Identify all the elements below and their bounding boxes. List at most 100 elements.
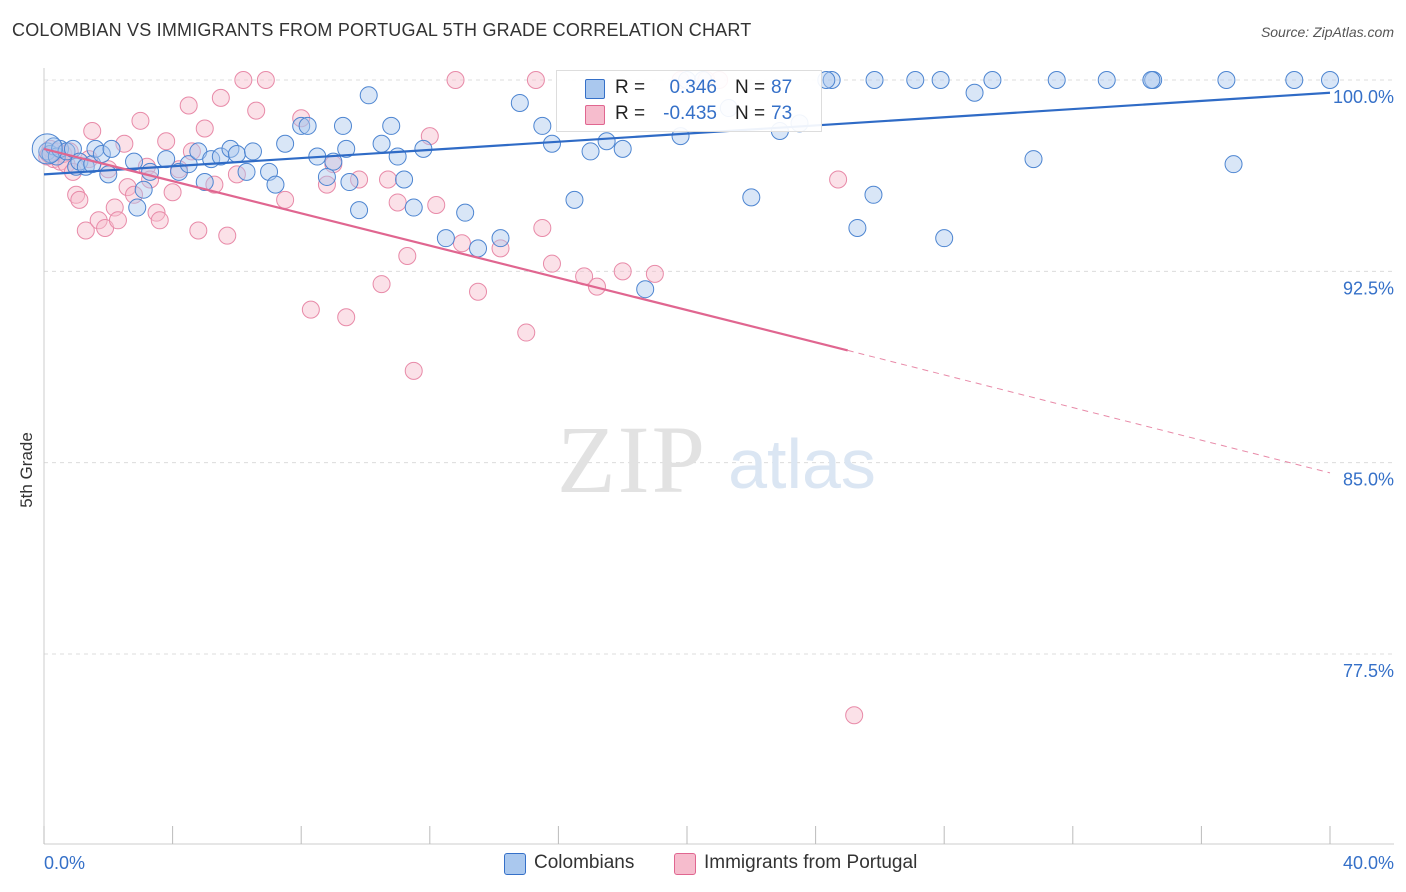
data-point-colombian xyxy=(906,71,925,89)
data-point-colombian xyxy=(931,71,950,89)
data-point-portugal xyxy=(189,221,208,240)
data-point-portugal xyxy=(195,119,214,138)
data-point-colombian xyxy=(211,147,230,166)
data-point-colombian xyxy=(102,139,121,158)
data-point-portugal xyxy=(157,132,176,151)
data-point-colombian xyxy=(1047,71,1066,89)
data-point-portugal xyxy=(247,101,266,120)
watermark: ZIP atlas xyxy=(557,406,876,513)
data-point-portugal xyxy=(542,254,561,273)
stats-legend: R = 0.346 N = 87 R = -0.435 N = 73 xyxy=(556,70,822,132)
data-point-portugal xyxy=(404,361,423,380)
data-point-portugal xyxy=(131,111,150,130)
data-point-portugal xyxy=(398,247,417,266)
y-tick-label: 77.5% xyxy=(1343,661,1394,681)
data-point-portugal xyxy=(256,71,275,89)
legend-swatch-portugal xyxy=(674,853,696,875)
data-point-colombian xyxy=(456,203,475,222)
data-point-colombian xyxy=(742,188,761,207)
data-point-colombian xyxy=(195,173,214,192)
data-point-colombian xyxy=(237,162,256,181)
data-point-colombian xyxy=(822,71,841,89)
data-point-portugal xyxy=(517,323,536,342)
data-point-portugal xyxy=(613,262,632,281)
data-point-colombian xyxy=(243,142,262,161)
data-point-colombian xyxy=(848,218,867,237)
data-point-portugal xyxy=(469,282,488,301)
legend-swatch-blue xyxy=(585,79,605,99)
data-point-colombian xyxy=(395,170,414,189)
data-point-colombian xyxy=(542,134,561,153)
data-point-colombian xyxy=(128,198,147,217)
data-point-portugal xyxy=(829,170,848,189)
data-point-colombian xyxy=(125,152,144,171)
data-point-portugal xyxy=(211,88,230,107)
data-point-portugal xyxy=(645,264,664,283)
data-point-portugal xyxy=(70,190,89,209)
y-tick-label: 92.5% xyxy=(1343,278,1394,298)
trend-line-colombians xyxy=(43,91,1331,176)
series-colombians xyxy=(31,71,1339,299)
data-point-colombian xyxy=(1217,71,1236,89)
data-point-portugal xyxy=(301,300,320,319)
data-point-portugal xyxy=(379,170,398,189)
legend-swatch-colombians xyxy=(504,853,526,875)
data-point-colombian xyxy=(581,142,600,161)
trend-lines xyxy=(43,91,1331,474)
source-label: Source: ZipAtlas.com xyxy=(1260,24,1394,40)
data-point-colombian xyxy=(227,144,246,163)
data-point-portugal xyxy=(67,185,86,204)
data-point-colombian xyxy=(1024,150,1043,169)
data-point-portugal xyxy=(218,226,237,245)
data-point-colombian xyxy=(1285,71,1304,89)
data-point-portugal xyxy=(276,190,295,209)
legend-label-colombians: Colombians xyxy=(534,852,635,873)
legend-swatch-pink xyxy=(585,105,605,125)
data-point-colombian xyxy=(99,165,118,184)
data-point-colombian xyxy=(510,93,529,112)
data-point-colombian xyxy=(317,167,336,186)
data-point-colombian xyxy=(333,116,352,135)
data-point-colombian xyxy=(298,116,317,135)
legend-r-label: R = xyxy=(615,103,646,124)
data-point-colombian xyxy=(276,134,295,153)
data-point-portugal xyxy=(317,175,336,194)
data-point-colombian xyxy=(382,116,401,135)
data-point-colombian xyxy=(533,116,552,135)
data-point-portugal xyxy=(337,308,356,327)
x-tick-label-min: 0.0% xyxy=(44,853,85,873)
data-point-colombian xyxy=(636,280,655,299)
data-point-colombian xyxy=(157,150,176,169)
data-point-portugal xyxy=(845,706,864,725)
data-point-colombian xyxy=(983,71,1002,89)
legend-n-label: N = xyxy=(735,77,766,98)
data-point-portugal xyxy=(83,122,102,141)
data-point-colombian xyxy=(597,132,616,151)
data-point-colombian xyxy=(1321,71,1339,89)
data-point-portugal xyxy=(533,218,552,237)
data-point-portugal xyxy=(446,71,465,89)
data-point-colombian xyxy=(1142,71,1161,89)
data-point-colombian xyxy=(436,229,455,248)
watermark-zip: ZIP xyxy=(557,406,707,513)
series-legend: Colombians Immigrants from Portugal xyxy=(0,852,1406,876)
data-point-portugal xyxy=(491,239,510,258)
data-point-colombian xyxy=(337,139,356,158)
x-tick-label-max: 40.0% xyxy=(1343,853,1394,873)
y-axis-labels: 100.0% 92.5% 85.0% 77.5% xyxy=(1333,87,1394,681)
data-point-colombian xyxy=(170,162,189,181)
data-point-portugal xyxy=(427,196,446,215)
data-point-colombian xyxy=(1224,155,1243,174)
data-point-colombian xyxy=(134,180,153,199)
data-point-colombian xyxy=(340,173,359,192)
x-axis xyxy=(43,68,1394,845)
data-point-portugal xyxy=(76,221,95,240)
y-tick-label: 85.0% xyxy=(1343,470,1394,490)
data-point-portugal xyxy=(118,178,137,197)
data-point-colombian xyxy=(372,134,391,153)
data-point-portugal xyxy=(452,234,471,253)
legend-row-colombians: R = 0.346 N = 87 xyxy=(557,75,821,101)
data-point-portugal xyxy=(234,71,253,89)
data-point-colombian xyxy=(935,229,954,248)
legend-r-label: R = xyxy=(615,77,646,98)
